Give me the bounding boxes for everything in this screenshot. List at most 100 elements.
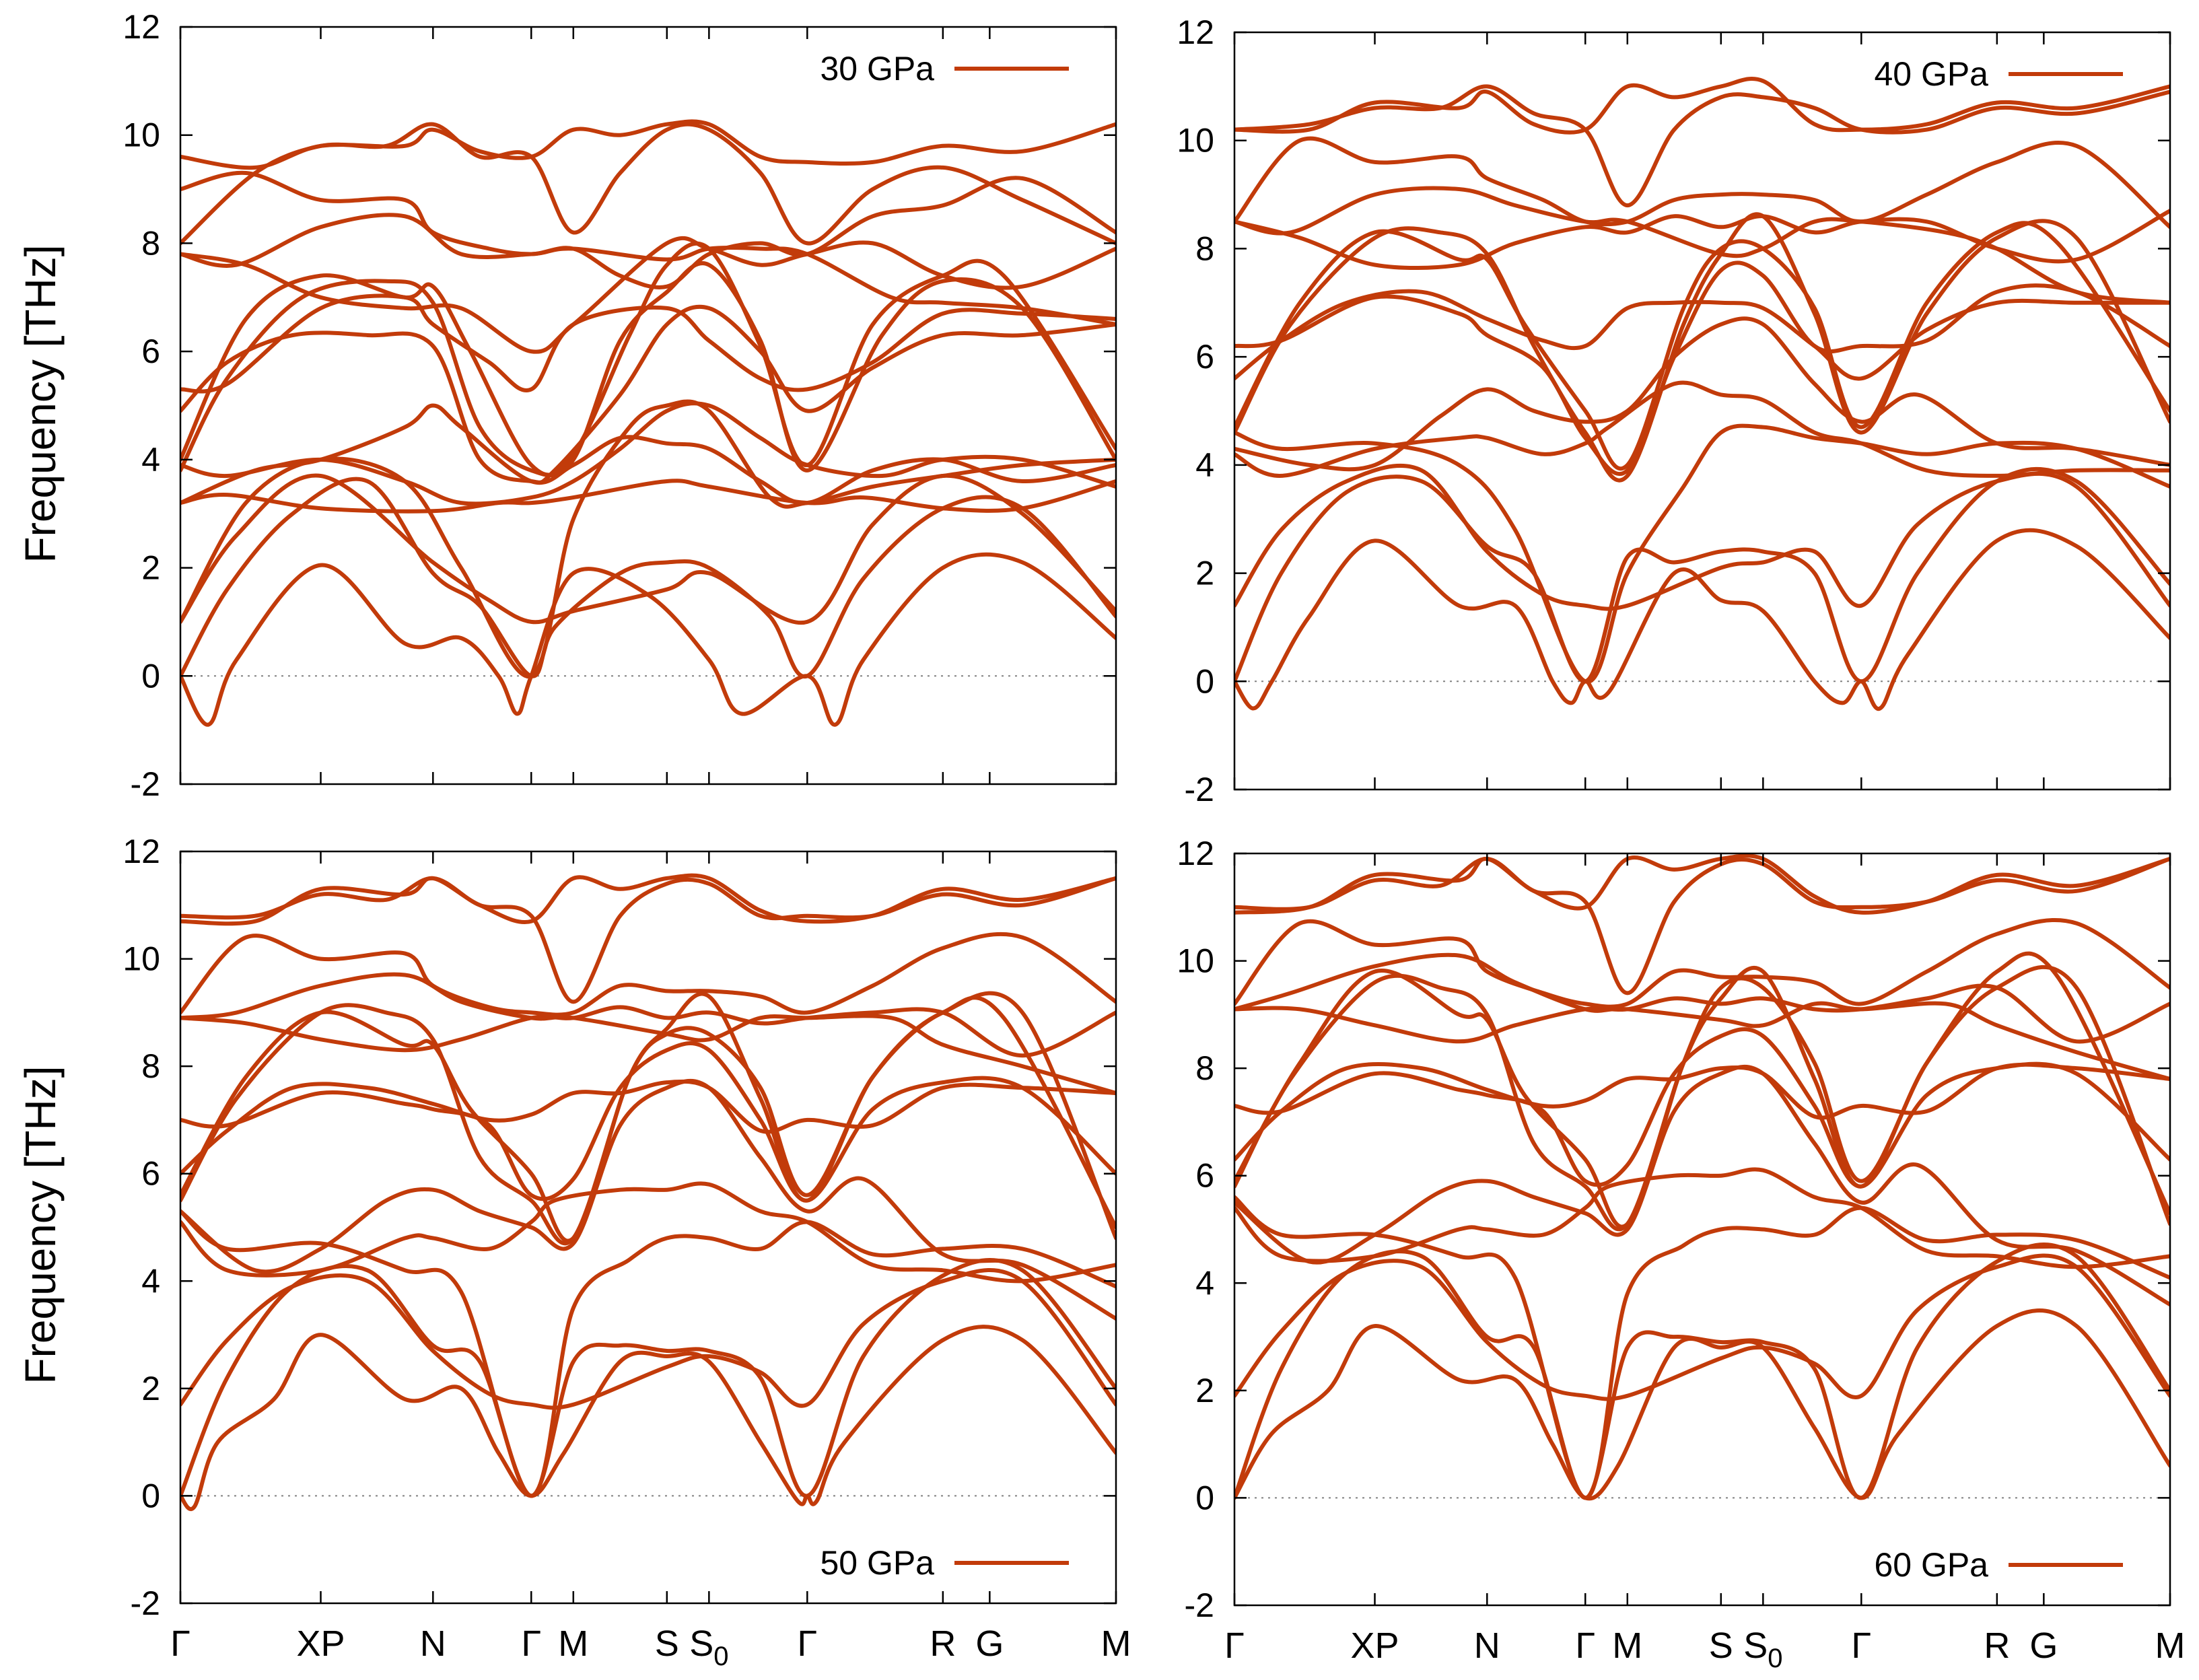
y-axis-label-bottom: Frequency [THz] bbox=[16, 1065, 65, 1384]
phonon-band bbox=[180, 236, 1116, 354]
y-tick-label: 0 bbox=[1195, 1479, 1214, 1516]
high-symmetry-label: Γ bbox=[1851, 1625, 1871, 1666]
phonon-band bbox=[180, 261, 1116, 478]
phonon-band bbox=[180, 119, 1116, 170]
phonon-band bbox=[1234, 1062, 2170, 1162]
high-symmetry-label: S0 bbox=[1743, 1625, 1782, 1673]
phonon-band bbox=[180, 1325, 1116, 1511]
phonon-band bbox=[1234, 857, 2170, 995]
phonon-band bbox=[180, 972, 1116, 1095]
phonon-band bbox=[1234, 186, 2170, 305]
band-group bbox=[1234, 77, 2170, 711]
phonon-band bbox=[180, 1181, 1116, 1284]
high-symmetry-label: XP bbox=[1350, 1625, 1399, 1666]
phonon-band bbox=[180, 170, 1116, 289]
y-tick-label: 10 bbox=[123, 940, 160, 978]
y-tick-label: -2 bbox=[131, 765, 160, 803]
phonon-band bbox=[180, 403, 1116, 505]
phonon-band bbox=[1234, 423, 2170, 684]
phonon-band bbox=[180, 1079, 1116, 1176]
phonon-band bbox=[180, 1268, 1116, 1410]
phonon-band bbox=[1234, 528, 2170, 711]
plot-frame bbox=[179, 26, 1117, 785]
phonon-band bbox=[1234, 463, 2170, 611]
legend-label: 30 GPa bbox=[820, 50, 934, 88]
phonon-band bbox=[180, 932, 1116, 1017]
phonon-band bbox=[180, 399, 1116, 678]
legend-label: 40 GPa bbox=[1874, 55, 1988, 93]
phonon-band bbox=[180, 876, 1116, 1004]
y-tick-label: 12 bbox=[1177, 13, 1214, 51]
y-tick-label: 2 bbox=[1195, 1372, 1214, 1409]
phonon-band bbox=[1234, 917, 2170, 1009]
phonon-band bbox=[1234, 965, 2170, 1232]
phonon-band bbox=[1234, 951, 2170, 1229]
phonon-band bbox=[180, 479, 1116, 514]
band-group bbox=[1234, 853, 2170, 1501]
phonon-band bbox=[1234, 1195, 2170, 1500]
plot-frame bbox=[1233, 31, 2171, 791]
band-group bbox=[180, 119, 1116, 727]
y-tick-label: 12 bbox=[123, 8, 160, 46]
y-tick-label: 4 bbox=[1195, 446, 1214, 484]
phonon-band bbox=[1234, 84, 2170, 208]
high-symmetry-label: Γ bbox=[797, 1623, 817, 1664]
phonon-band bbox=[180, 241, 1116, 477]
high-symmetry-label: XP bbox=[296, 1623, 345, 1664]
plot-frame bbox=[179, 850, 1117, 1605]
phonon-band bbox=[1234, 983, 2170, 1044]
y-tick-label: 12 bbox=[1177, 835, 1214, 872]
y-tick-label: 0 bbox=[141, 1477, 160, 1514]
y-tick-label: -2 bbox=[1185, 771, 1214, 808]
y-tick-label: 2 bbox=[1195, 555, 1214, 592]
plot-frame bbox=[1233, 852, 2171, 1607]
phonon-band bbox=[1234, 316, 2170, 472]
y-axis-label-top: Frequency [THz] bbox=[16, 244, 65, 563]
high-symmetry-label: G bbox=[2029, 1625, 2058, 1666]
chart-panel-40gpa: -2 0 2 4 6 8 10 12 40 GPa bbox=[1177, 13, 2171, 808]
phonon-band bbox=[1234, 77, 2170, 135]
y-tick-label: 6 bbox=[1195, 338, 1214, 376]
high-symmetry-label: Γ bbox=[521, 1623, 541, 1664]
y-tick-label: 0 bbox=[141, 657, 160, 695]
high-symmetry-label: M bbox=[1612, 1625, 1642, 1666]
phonon-band bbox=[180, 1041, 1116, 1203]
phonon-band bbox=[1234, 1027, 2170, 1189]
phonon-band bbox=[1234, 466, 2170, 684]
phonon-band bbox=[1234, 1064, 2170, 1307]
y-tick-label: 4 bbox=[141, 441, 160, 479]
high-symmetry-label: R bbox=[1984, 1625, 2010, 1666]
high-symmetry-label: S bbox=[655, 1623, 679, 1664]
y-tick-label: 4 bbox=[1195, 1264, 1214, 1302]
phonon-band bbox=[1234, 1167, 2170, 1269]
y-tick-label: 8 bbox=[141, 224, 160, 262]
phonon-band bbox=[180, 401, 1116, 506]
phonon-band bbox=[180, 1209, 1116, 1498]
y-tick-label: -2 bbox=[1185, 1586, 1214, 1624]
legend-label: 60 GPa bbox=[1874, 1546, 1988, 1584]
phonon-band bbox=[180, 873, 1116, 926]
high-symmetry-label: Γ bbox=[1224, 1625, 1245, 1666]
phonon-band bbox=[180, 552, 1116, 727]
high-symmetry-label: Γ bbox=[1575, 1625, 1595, 1666]
band-group bbox=[180, 873, 1116, 1511]
y-tick-label: 4 bbox=[141, 1262, 160, 1300]
high-symmetry-label: G bbox=[975, 1623, 1004, 1664]
phonon-band bbox=[180, 293, 1116, 394]
y-tick-label: 6 bbox=[141, 1155, 160, 1193]
chart-panel-30gpa: -2 0 2 4 6 8 10 12 30 GPa bbox=[123, 8, 1117, 803]
phonon-band bbox=[180, 304, 1116, 485]
legend-label: 50 GPa bbox=[820, 1544, 934, 1582]
y-tick-label: 2 bbox=[141, 549, 160, 587]
phonon-band bbox=[180, 477, 1116, 679]
phonon-band bbox=[180, 995, 1116, 1243]
y-tick-label: 6 bbox=[141, 332, 160, 370]
high-symmetry-label: M bbox=[1101, 1623, 1131, 1664]
y-tick-label: 8 bbox=[141, 1047, 160, 1085]
y-tick-label: -2 bbox=[131, 1584, 160, 1622]
high-symmetry-label: N bbox=[1474, 1625, 1500, 1666]
phonon-band bbox=[180, 213, 1116, 326]
